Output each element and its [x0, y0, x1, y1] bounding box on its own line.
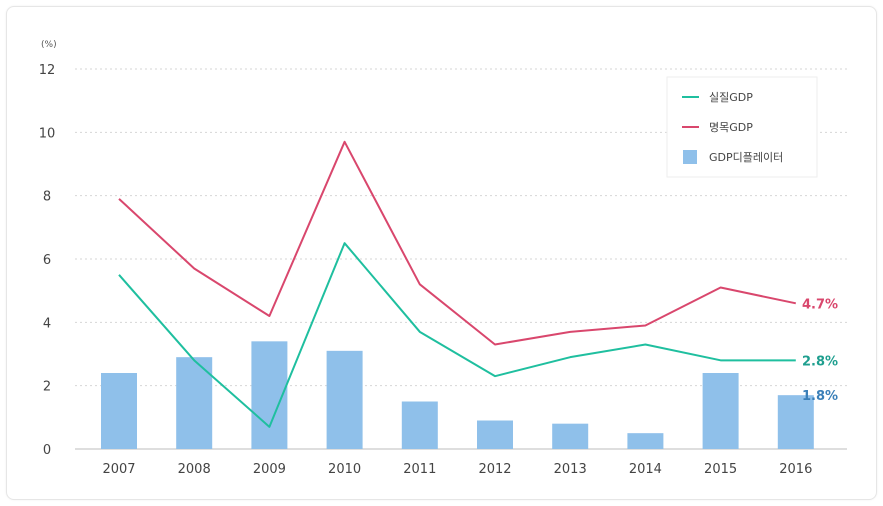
legend-label: 실질GDP — [709, 91, 753, 104]
series-line — [118, 242, 796, 428]
x-tick-label: 2010 — [328, 462, 361, 477]
end-value-label: 2.8% — [802, 354, 838, 369]
y-unit-label: (%) — [41, 40, 57, 50]
x-tick-label: 2011 — [403, 462, 436, 477]
legend-swatch-box — [683, 150, 697, 164]
bar — [176, 357, 213, 449]
bar — [101, 373, 137, 449]
legend-label: GDP디플레이터 — [709, 151, 783, 164]
bar — [326, 350, 363, 449]
x-tick-label: 2009 — [253, 462, 286, 477]
x-tick-label: 2014 — [629, 462, 662, 477]
y-tick-label: 10 — [39, 126, 56, 141]
bar — [627, 433, 664, 449]
bar — [477, 420, 513, 449]
bar — [552, 423, 589, 449]
bar — [777, 395, 814, 449]
y-tick-label: 0 — [43, 443, 51, 458]
series-line — [118, 140, 797, 346]
x-tick-label: 2008 — [178, 462, 211, 477]
chart-card: (%) 0 2 4 6 8 10 12 2007 2008 2009 2010 2011 2012 20… — [6, 6, 877, 500]
y-tick-label: 6 — [43, 253, 51, 268]
gdp-growth-chart: (%) 0 2 4 6 8 10 12 2007 2008 2009 2010 2011 2012 20… — [39, 40, 847, 477]
x-tick-label: 2007 — [102, 462, 135, 477]
y-tick-label: 2 — [43, 380, 51, 395]
bar — [401, 401, 438, 449]
x-tick-label: 2013 — [554, 462, 587, 477]
x-tick-label: 2012 — [478, 462, 511, 477]
end-value-label: 1.8% — [802, 389, 838, 404]
bar — [702, 373, 739, 449]
x-tick-label: 2016 — [779, 462, 812, 477]
legend-label: 명목GDP — [709, 121, 753, 134]
y-tick-label: 4 — [43, 316, 51, 331]
x-tick-label: 2015 — [704, 462, 737, 477]
y-tick-label: 12 — [39, 63, 56, 78]
legend: 실질GDP 명목GDP GDP디플레이터 — [666, 76, 818, 178]
end-value-label: 4.7% — [802, 297, 838, 312]
y-tick-label: 8 — [43, 190, 51, 205]
